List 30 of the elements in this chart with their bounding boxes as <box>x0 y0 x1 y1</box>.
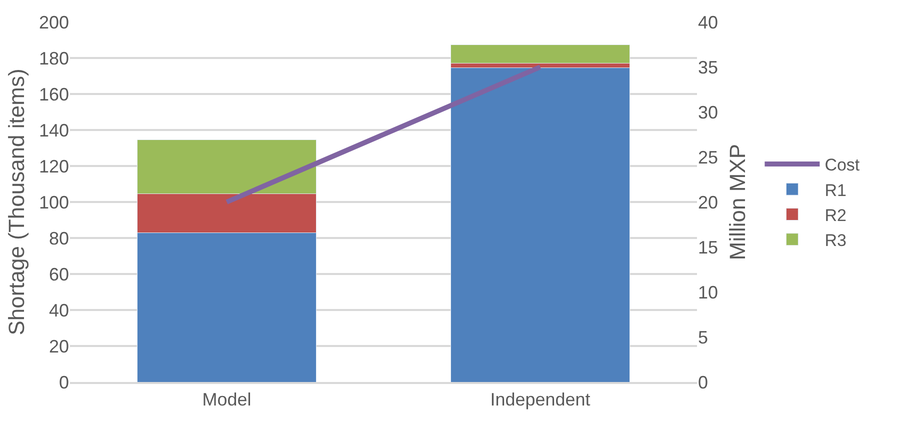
y-axis-title: Shortage (Thousand items) <box>4 68 29 336</box>
y2-tick-label: 20 <box>698 192 718 212</box>
y-tick-label: 160 <box>38 84 69 104</box>
y2-tick-label: 15 <box>698 237 718 258</box>
bar <box>450 44 630 64</box>
y2-tick-label: 0 <box>698 372 708 392</box>
y2-tick-label: 10 <box>698 282 718 302</box>
y2-tick-label: 35 <box>698 57 718 78</box>
x-tick-label: Independent <box>490 390 590 410</box>
y-tick-label: 40 <box>48 300 69 320</box>
legend-label: Cost <box>824 156 860 175</box>
y-tick-label: 200 <box>38 12 69 32</box>
y2-tick-label: 30 <box>698 102 718 122</box>
y-tick-label: 120 <box>38 156 69 176</box>
y-tick-label: 100 <box>38 192 69 212</box>
y-tick-label: 60 <box>48 264 69 284</box>
y-tick-label: 140 <box>38 120 69 140</box>
legend-label: R1 <box>824 180 846 200</box>
y-tick-label: 180 <box>38 48 69 68</box>
bar <box>450 68 630 382</box>
y-tick-label: 0 <box>58 372 69 392</box>
y2-axis-title: Million MXP <box>724 144 750 260</box>
y-tick-label: 80 <box>48 228 69 248</box>
legend-label: R3 <box>824 230 846 250</box>
y2-tick-label: 40 <box>698 12 718 32</box>
y2-tick-label: 25 <box>698 147 718 168</box>
legend-label: R2 <box>824 206 846 225</box>
x-tick-label: Model <box>202 390 252 410</box>
y-tick-label: 20 <box>48 336 69 356</box>
y2-tick-label: 5 <box>698 327 708 348</box>
